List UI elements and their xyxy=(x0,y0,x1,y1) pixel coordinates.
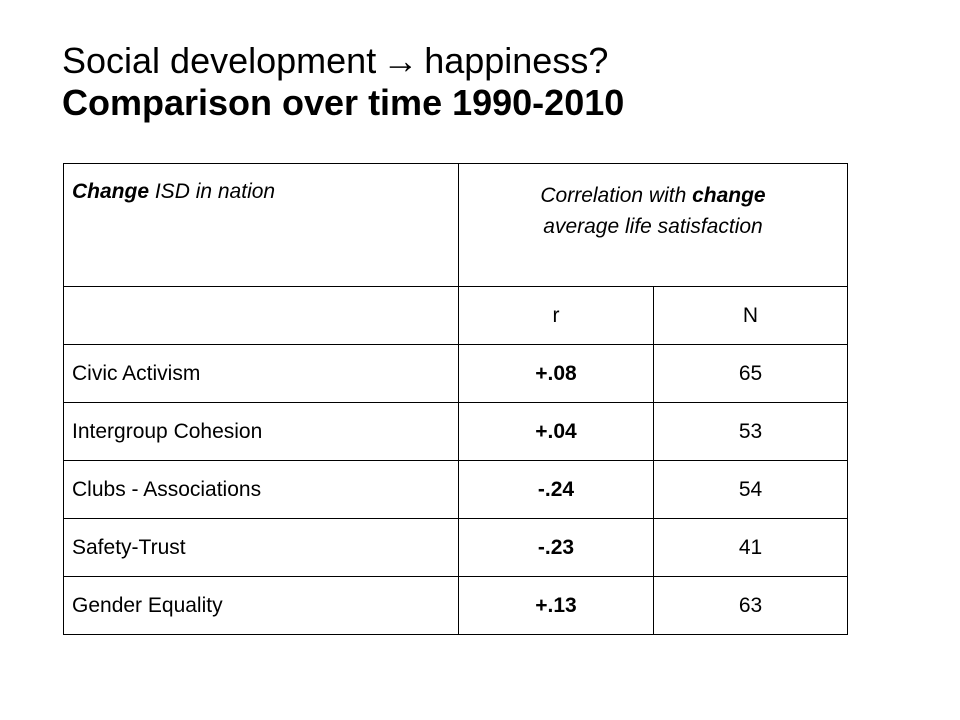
row-r-value: +.04 xyxy=(458,402,654,461)
correlation-table: Change ISD in nation Correlation with ch… xyxy=(63,163,848,635)
title-part-2: happiness? xyxy=(424,40,609,81)
table-row: Gender Equality +.13 63 xyxy=(63,576,848,635)
header-col2-bold: change xyxy=(692,184,766,207)
title-part-1: Social development xyxy=(62,40,377,81)
title-line-1: Social development → happiness? xyxy=(62,40,624,82)
row-r-value: +.08 xyxy=(458,344,654,403)
slide-title: Social development → happiness? Comparison… xyxy=(62,40,624,124)
header-col1-rest: ISD in nation xyxy=(149,180,276,203)
table-row: Intergroup Cohesion +.04 53 xyxy=(63,402,848,461)
header-col1-bold: Change xyxy=(72,180,150,203)
header-correlation: Correlation with change average life sati… xyxy=(458,163,848,287)
row-r-value: -.23 xyxy=(458,518,654,577)
row-r-value: -.24 xyxy=(458,460,654,519)
header-isd-change: Change ISD in nation xyxy=(63,163,459,287)
subheader-empty xyxy=(63,286,459,345)
row-n-value: 65 xyxy=(653,344,848,403)
row-n-value: 54 xyxy=(653,460,848,519)
row-label: Intergroup Cohesion xyxy=(63,402,459,461)
row-label: Civic Activism xyxy=(63,344,459,403)
subheader-n: N xyxy=(653,286,848,345)
table-header-row: Change ISD in nation Correlation with ch… xyxy=(63,163,848,287)
row-r-value: +.13 xyxy=(458,576,654,635)
title-line-2: Comparison over time 1990-2010 xyxy=(62,82,625,123)
row-n-value: 41 xyxy=(653,518,848,577)
subheader-r: r xyxy=(458,286,654,345)
row-n-value: 53 xyxy=(653,402,848,461)
table-row: Safety-Trust -.23 41 xyxy=(63,518,848,577)
right-arrow-icon: → xyxy=(382,40,419,81)
header-col2-plain: Correlation with xyxy=(540,184,693,207)
table-subheader-row: r N xyxy=(63,286,848,345)
row-label: Clubs - Associations xyxy=(63,460,459,519)
table-row: Clubs - Associations -.24 54 xyxy=(63,460,848,519)
row-label: Gender Equality xyxy=(63,576,459,635)
header-col2-line2: average life satisfaction xyxy=(543,215,763,238)
row-n-value: 63 xyxy=(653,576,848,635)
row-label: Safety-Trust xyxy=(63,518,459,577)
table-row: Civic Activism +.08 65 xyxy=(63,344,848,403)
